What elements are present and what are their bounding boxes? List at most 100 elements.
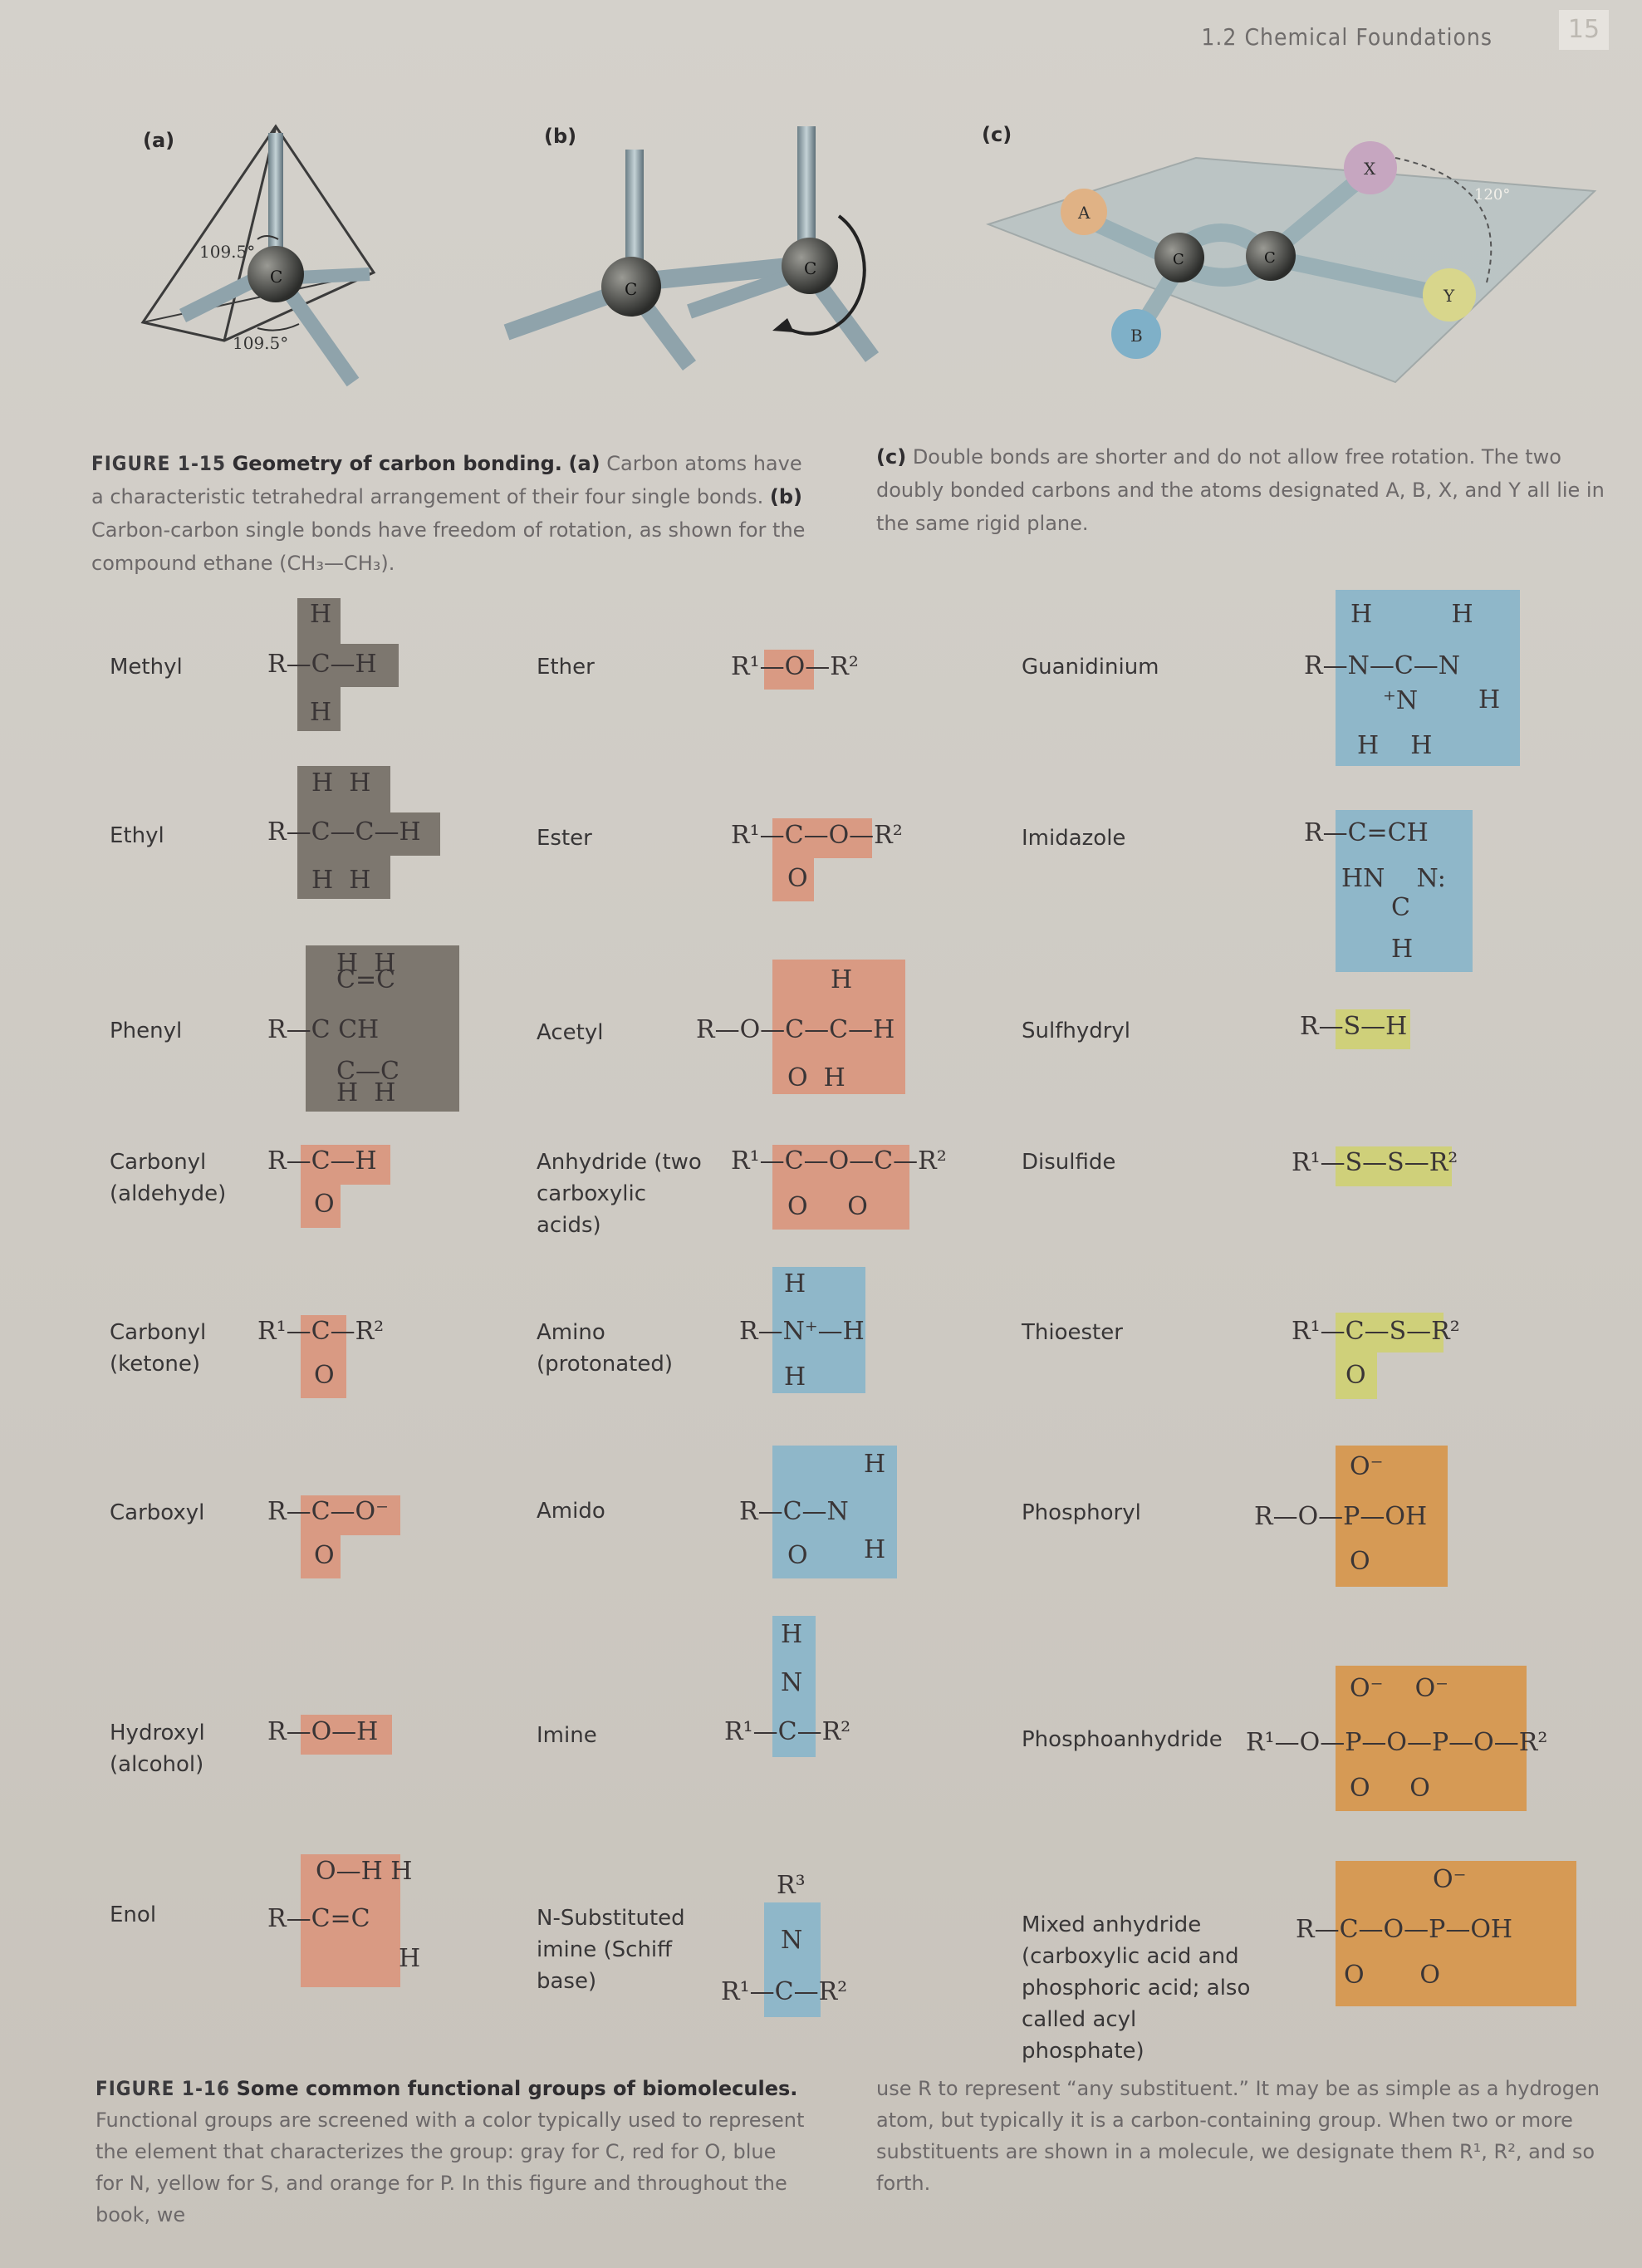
- formula-atom: O H: [787, 1063, 846, 1092]
- methyl-screen: [341, 644, 399, 687]
- group-name-disulfide: Disulfide: [1022, 1150, 1116, 1175]
- group-name-phosphoryl: Phosphoryl: [1022, 1500, 1141, 1525]
- group-name-imidazole: Imidazole: [1022, 826, 1126, 851]
- formula-atom: O O: [787, 1192, 868, 1221]
- group-name-guanidinium: Guanidinium: [1022, 655, 1159, 680]
- formula-atom: O⁻ O⁻: [1350, 1674, 1449, 1703]
- group-name-ethyl: Ethyl: [110, 823, 164, 848]
- ethyl-screen: [297, 766, 390, 899]
- figure-1-16-caption-right: use R to represent “any substituent.” It…: [876, 2077, 1600, 2195]
- formula-atom: O O: [1350, 1774, 1430, 1803]
- formula-atom: ⁺N: [1383, 686, 1419, 715]
- formula-atom: H: [784, 1269, 806, 1298]
- formula-atom: C=C: [336, 965, 396, 994]
- group-name-imine: Imine: [537, 1723, 597, 1748]
- formula-atom: HN N:: [1341, 864, 1446, 893]
- carbon-label: C: [1173, 251, 1184, 268]
- acetyl-formula: R—O—C—C—H: [696, 1015, 895, 1044]
- group-name-carboxyl: Carboxyl: [110, 1500, 205, 1525]
- formula-atom: O: [314, 1361, 335, 1390]
- formula-atom: H: [864, 1535, 886, 1564]
- formula-atom: O: [787, 864, 808, 893]
- formula-atom: H: [784, 1362, 806, 1392]
- carbon-label: C: [625, 279, 637, 299]
- group-name-carbonyl-ketone: Carbonyl (ketone): [110, 1320, 207, 1377]
- hydroxyl-screen: [301, 1715, 392, 1755]
- anhydride-screen: [772, 1145, 909, 1230]
- angle-label: 109.5°: [233, 333, 288, 353]
- atom-y-label: Y: [1443, 286, 1455, 306]
- hydroxyl-formula: R—O—H: [267, 1717, 379, 1746]
- ketone-screen: [301, 1315, 346, 1398]
- group-name-schiff-base: N-Substituted imine (Schiff base): [537, 1906, 685, 1994]
- ethyl-screen: [390, 812, 440, 856]
- running-head: 1.2 Chemical Foundations: [1201, 23, 1493, 51]
- formula-atom: H H: [336, 1078, 396, 1107]
- mixed-anhydride-formula: R—C—O—P—OH: [1296, 1915, 1513, 1944]
- formula-atom: O: [1350, 1547, 1370, 1576]
- enol-screen: [301, 1854, 400, 1987]
- group-name-mixed-anhydride: Mixed anhydride (carboxylic acid and pho…: [1022, 1912, 1251, 2064]
- imidazole-formula: R—C=CH: [1304, 818, 1429, 847]
- formula-atom: O: [1345, 1361, 1366, 1390]
- panel-a-label: (a): [143, 129, 175, 152]
- formula-atom: O: [787, 1541, 808, 1570]
- formula-atom: H: [399, 1944, 421, 1973]
- figure-1-15-caption-right: (c) Double bonds are shorter and do not …: [876, 445, 1605, 535]
- sulfhydryl-screen: [1336, 1009, 1410, 1049]
- ether-screen: [764, 650, 814, 690]
- ketone-formula: R¹—C—R²: [257, 1317, 385, 1346]
- methyl-formula: R—C—H: [267, 650, 377, 679]
- formula-atom: C: [1391, 893, 1410, 922]
- phosphoryl-screen: [1336, 1446, 1448, 1587]
- figure-1-16-caption-left: FIGURE 1-16 Some common functional group…: [96, 2077, 805, 2226]
- amino-screen: [772, 1267, 865, 1393]
- carbon-label: C: [1264, 249, 1276, 267]
- thioester-formula: R¹—C—S—R²: [1292, 1317, 1460, 1346]
- disulfide-formula: R¹—S—S—R²: [1292, 1148, 1458, 1177]
- ethyl-formula: R—C—C—H: [267, 817, 421, 847]
- formula-atom: H: [310, 698, 332, 727]
- formula-atom: O O: [1344, 1961, 1440, 1990]
- amido-formula: R—C—N: [739, 1497, 849, 1526]
- carboxyl-formula: R—C—O⁻: [267, 1497, 389, 1526]
- group-name-carbonyl-aldehyde: Carbonyl (aldehyde): [110, 1150, 227, 1206]
- tetrahedral-carbon-diagram: C 109.5° 109.5°: [140, 124, 376, 387]
- group-name-acetyl: Acetyl: [537, 1020, 604, 1045]
- formula-atom: O—H H: [316, 1857, 413, 1886]
- thioester-screen: [1336, 1313, 1443, 1352]
- formula-atom: H: [831, 965, 853, 994]
- panel-b-label: (b): [544, 125, 577, 148]
- ether-formula: R¹—O—R²: [731, 652, 859, 681]
- aldehyde-screen: [301, 1185, 341, 1228]
- formula-atom: O⁻: [1433, 1865, 1467, 1894]
- aldehyde-formula: R—C—H: [267, 1146, 377, 1176]
- formula-atom: H H: [1350, 600, 1473, 629]
- formula-atom: H H: [1357, 731, 1433, 760]
- disulfide-screen: [1336, 1146, 1452, 1186]
- group-name-hydroxyl: Hydroxyl (alcohol): [110, 1721, 205, 1777]
- formula-atom: N: [781, 1668, 803, 1697]
- atom-a-label: A: [1077, 203, 1091, 223]
- atom-b-label: B: [1130, 326, 1143, 346]
- formula-atom: H: [1391, 935, 1414, 964]
- carboxyl-screen: [301, 1495, 400, 1535]
- group-name-thioester: Thioester: [1022, 1320, 1123, 1345]
- group-name-amido: Amido: [537, 1499, 605, 1524]
- formula-atom: O: [314, 1541, 335, 1570]
- double-bond-plane-diagram: A B X Y C C 120°: [986, 141, 1597, 384]
- ester-formula: R¹—C—O—R²: [731, 821, 903, 850]
- imidazole-screen: [1336, 810, 1473, 972]
- atom-x-label: X: [1364, 159, 1376, 179]
- acetyl-screen: [772, 960, 905, 1094]
- ester-screen: [772, 858, 814, 901]
- phosphoryl-formula: R—O—P—OH: [1254, 1502, 1428, 1531]
- phosphoanhydride-screen: [1336, 1666, 1527, 1811]
- carbon-label: C: [804, 258, 816, 278]
- mixed-anhydride-screen: [1336, 1861, 1576, 2006]
- imine-formula: R¹—C—R²: [724, 1717, 851, 1746]
- enol-formula: R—C=C: [267, 1904, 370, 1933]
- figure-1-15-caption-left: FIGURE 1-15 Geometry of carbon bonding. …: [91, 452, 806, 575]
- page-number: 15: [1559, 10, 1609, 50]
